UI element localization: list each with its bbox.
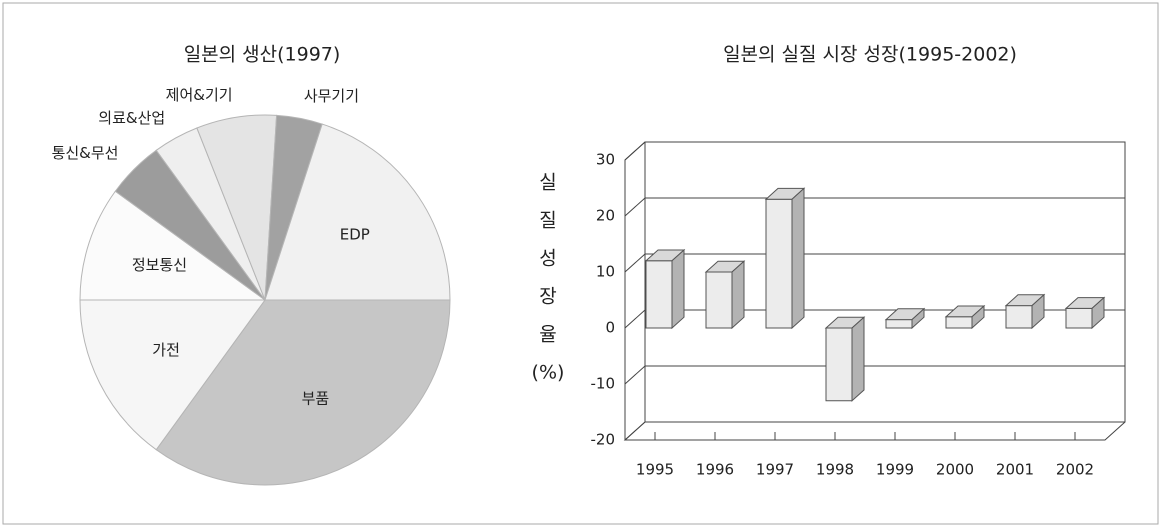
bar-front bbox=[645, 260, 673, 329]
bar-front bbox=[885, 319, 913, 329]
bar bbox=[824, 316, 866, 402]
bar-front bbox=[825, 327, 853, 402]
x-tick-label: 2001 bbox=[996, 461, 1034, 479]
bar-side bbox=[851, 316, 865, 402]
pie-title: 일본의 생산(1997) bbox=[184, 44, 341, 66]
y-tick-label: -10 bbox=[591, 375, 616, 393]
grid-line bbox=[624, 421, 1125, 441]
grid-line bbox=[624, 365, 1125, 385]
x-tick-label: 1996 bbox=[696, 461, 734, 479]
bar-front bbox=[705, 271, 733, 329]
bar-side bbox=[971, 304, 985, 330]
bar bbox=[884, 307, 926, 330]
pie-label: 정보통신 bbox=[132, 256, 187, 274]
bar bbox=[944, 304, 986, 330]
pie-label: 부품 bbox=[302, 389, 330, 407]
bar-side bbox=[791, 187, 805, 330]
bar-side bbox=[671, 248, 685, 330]
x-tick-label: 2002 bbox=[1056, 461, 1094, 479]
x-tick-label: 1998 bbox=[816, 461, 854, 479]
x-tick-label: 1999 bbox=[876, 461, 914, 479]
pie-label: 가전 bbox=[152, 341, 180, 359]
pie-slice bbox=[79, 299, 266, 451]
y-axis-label: 실 bbox=[539, 172, 556, 194]
y-axis-label: 질 bbox=[539, 210, 556, 232]
pie-label: 통신&무선 bbox=[52, 144, 119, 162]
pie-slice bbox=[155, 299, 451, 486]
bar bbox=[1064, 296, 1106, 330]
bar-side bbox=[911, 307, 925, 330]
y-tick-label: 10 bbox=[596, 263, 615, 281]
grid-line bbox=[624, 141, 1125, 161]
pie-slice bbox=[264, 123, 451, 301]
bar-side bbox=[1091, 296, 1105, 330]
pie-label: 사무기기 bbox=[304, 87, 359, 105]
bar-front bbox=[765, 198, 793, 329]
bar-title: 일본의 실질 시장 성장(1995-2002) bbox=[723, 44, 1017, 66]
y-tick-label: 0 bbox=[605, 319, 615, 337]
pie-slice bbox=[79, 190, 267, 301]
x-tick-label: 1995 bbox=[636, 461, 674, 479]
grid-line bbox=[624, 197, 1125, 217]
x-tick-label: 2000 bbox=[936, 461, 974, 479]
bar bbox=[644, 248, 686, 330]
grid-line bbox=[624, 253, 1125, 273]
bar-front bbox=[1065, 307, 1093, 329]
y-tick-label: 30 bbox=[596, 151, 615, 169]
pie-label: EDP bbox=[340, 225, 370, 243]
y-axis-label: (%) bbox=[532, 362, 565, 384]
y-axis-label: 장 bbox=[539, 286, 556, 308]
bar-front bbox=[945, 316, 973, 329]
bar bbox=[764, 187, 806, 330]
y-tick-label: 20 bbox=[596, 207, 615, 225]
pie-label: 의료&산업 bbox=[98, 109, 165, 127]
x-tick-label: 1997 bbox=[756, 461, 794, 479]
y-axis-label: 성 bbox=[539, 248, 556, 270]
bar bbox=[704, 260, 746, 330]
y-axis-label: 율 bbox=[539, 324, 556, 346]
bar-side bbox=[1031, 293, 1045, 330]
bar bbox=[1004, 293, 1046, 330]
y-tick-label: -20 bbox=[591, 431, 616, 449]
pie-label: 제어&기기 bbox=[166, 86, 233, 104]
bar-front bbox=[1005, 305, 1033, 329]
bar-side bbox=[731, 260, 745, 330]
